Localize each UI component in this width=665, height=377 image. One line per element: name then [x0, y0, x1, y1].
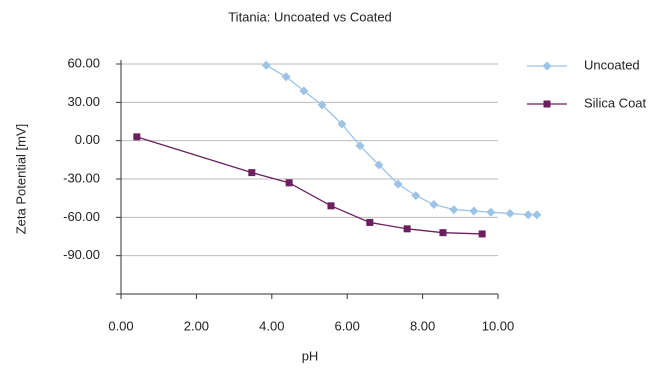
- data-point: [478, 230, 486, 238]
- legend-label: Uncoated: [584, 57, 640, 72]
- data-point: [486, 207, 496, 217]
- data-point: [505, 209, 515, 218]
- chart-title: Titania: Uncoated vs Coated: [228, 9, 392, 24]
- data-point: [393, 179, 403, 189]
- x-tick-label: 4.00: [259, 318, 284, 333]
- y-tick-label: 60.00: [67, 55, 100, 70]
- y-tick-label: 0.00: [75, 132, 100, 147]
- data-point: [285, 179, 293, 187]
- data-point: [261, 60, 271, 70]
- data-point: [299, 86, 309, 96]
- legend-label: Silica Coat: [584, 95, 647, 110]
- data-point: [248, 169, 256, 177]
- x-tick-label: 2.00: [184, 318, 209, 333]
- y-tick-label: 30.00: [67, 94, 100, 109]
- x-axis-label: pH: [302, 348, 319, 363]
- data-point: [366, 218, 374, 226]
- data-point: [355, 141, 365, 151]
- y-tick-label: -30.00: [63, 170, 100, 185]
- series-line: [265, 64, 537, 216]
- data-point: [411, 191, 421, 201]
- x-tick-label: 10.00: [482, 318, 515, 333]
- y-axis-label: Zeta Potential [mV]: [13, 124, 28, 235]
- data-point: [337, 119, 347, 129]
- series-line: [136, 136, 483, 235]
- data-point: [523, 210, 533, 220]
- legend-marker: [543, 100, 551, 108]
- data-point: [469, 206, 479, 216]
- data-point: [133, 133, 141, 141]
- legend-marker: [542, 61, 552, 71]
- y-tick-label: -90.00: [63, 247, 100, 262]
- x-tick-label: 8.00: [410, 318, 435, 333]
- data-point: [532, 210, 542, 220]
- data-point: [429, 200, 439, 210]
- data-point: [449, 205, 459, 215]
- y-tick-label: -60.00: [63, 209, 100, 224]
- data-point: [439, 229, 447, 237]
- data-point: [403, 225, 411, 233]
- x-tick-label: 0.00: [108, 318, 133, 333]
- data-point: [317, 100, 327, 110]
- data-point: [281, 72, 291, 82]
- data-point: [374, 160, 384, 170]
- data-point: [327, 202, 335, 210]
- x-tick-label: 6.00: [335, 318, 360, 333]
